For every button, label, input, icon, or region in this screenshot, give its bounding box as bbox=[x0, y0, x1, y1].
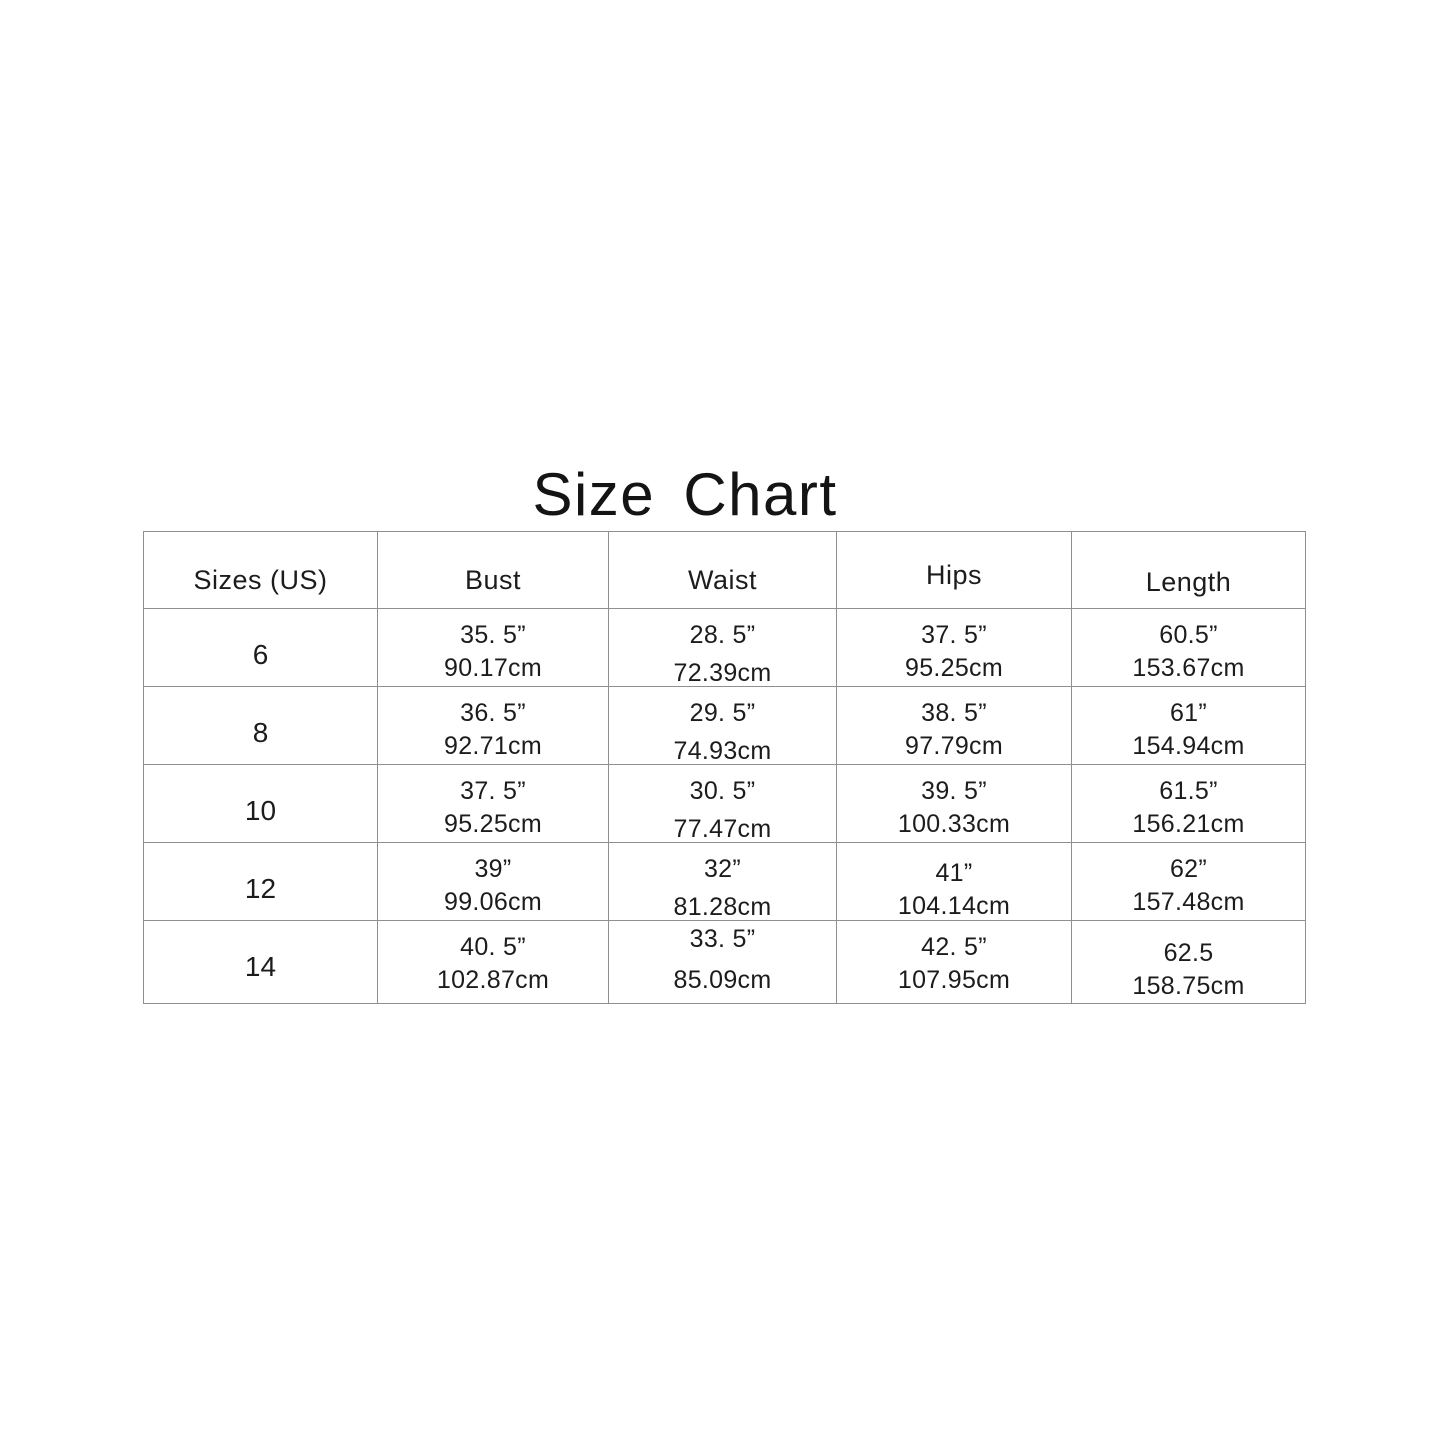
measurement-cm: 100.33cm bbox=[897, 810, 1011, 838]
measurement-cm: 92.71cm bbox=[444, 732, 542, 760]
bust-cell: 39” 99.06cm bbox=[377, 842, 609, 921]
bust-cell: 40. 5” 102.87cm bbox=[377, 920, 609, 1004]
measurement-inches: 40. 5” bbox=[460, 933, 526, 961]
table-row-size-10: 10 37. 5” 95.25cm 30. 5” 77.47cm 39. 5” … bbox=[143, 764, 1306, 843]
measurement-inches: 30. 5” bbox=[689, 777, 756, 805]
measurement-inches: 60.5” bbox=[1159, 621, 1218, 649]
measurement-inches: 32” bbox=[703, 855, 742, 883]
size-label: 10 bbox=[143, 764, 378, 843]
measurement-inches: 37. 5” bbox=[921, 621, 987, 649]
measurement-cm: 99.06cm bbox=[444, 888, 542, 916]
length-cell: 61.5” 156.21cm bbox=[1071, 764, 1306, 843]
length-cell: 62.5 158.75cm bbox=[1071, 920, 1306, 1004]
measurement-inches: 33. 5” bbox=[689, 925, 756, 953]
waist-cell: 29. 5” 74.93cm bbox=[608, 686, 837, 765]
table-row-size-12: 12 39” 99.06cm 32” 81.28cm 41” 104.14cm … bbox=[143, 842, 1306, 921]
hips-cell: 39. 5” 100.33cm bbox=[836, 764, 1072, 843]
column-header-waist: Waist bbox=[608, 531, 837, 609]
measurement-inches: 42. 5” bbox=[921, 933, 987, 961]
bust-cell: 37. 5” 95.25cm bbox=[377, 764, 609, 843]
size-label: 8 bbox=[143, 686, 378, 765]
column-header-sizes: Sizes (US) bbox=[143, 531, 378, 609]
length-cell: 61” 154.94cm bbox=[1071, 686, 1306, 765]
hips-cell: 37. 5” 95.25cm bbox=[836, 608, 1072, 687]
measurement-inches: 37. 5” bbox=[460, 777, 526, 805]
measurement-cm: 154.94cm bbox=[1132, 732, 1245, 760]
measurement-cm: 104.14cm bbox=[897, 892, 1011, 920]
column-header-length: Length bbox=[1071, 531, 1306, 609]
measurement-cm: 95.25cm bbox=[444, 810, 542, 838]
header-row: Sizes (US) Bust Waist Hips Length bbox=[143, 531, 1306, 609]
measurement-inches: 62” bbox=[1169, 855, 1208, 883]
measurement-cm: 77.47cm bbox=[673, 815, 772, 843]
length-cell: 60.5” 153.67cm bbox=[1071, 608, 1306, 687]
measurement-cm: 90.17cm bbox=[444, 654, 542, 682]
page-title: Size Chart bbox=[532, 461, 838, 528]
measurement-inches: 35. 5” bbox=[460, 621, 526, 649]
measurement-inches: 39. 5” bbox=[921, 777, 987, 805]
measurement-cm: 102.87cm bbox=[436, 966, 550, 994]
hips-cell: 41” 104.14cm bbox=[836, 842, 1072, 921]
table-row-size-8: 8 36. 5” 92.71cm 29. 5” 74.93cm 38. 5” 9… bbox=[143, 686, 1306, 765]
bust-cell: 35. 5” 90.17cm bbox=[377, 608, 609, 687]
measurement-cm: 85.09cm bbox=[673, 966, 772, 994]
measurement-inches: 36. 5” bbox=[460, 699, 526, 727]
column-header-hips: Hips bbox=[836, 531, 1072, 609]
measurement-cm: 72.39cm bbox=[673, 659, 772, 687]
size-label: 12 bbox=[143, 842, 378, 921]
size-chart-table: Sizes (US) Bust Waist Hips Length 6 35. … bbox=[143, 531, 1306, 1004]
waist-cell: 33. 5” 85.09cm bbox=[608, 920, 837, 1004]
measurement-cm: 107.95cm bbox=[897, 966, 1011, 994]
table-row-size-14: 14 40. 5” 102.87cm 33. 5” 85.09cm 42. 5”… bbox=[143, 920, 1306, 1004]
measurement-inches: 61” bbox=[1169, 699, 1208, 727]
measurement-inches: 38. 5” bbox=[921, 699, 987, 727]
measurement-inches: 62.5 bbox=[1163, 939, 1214, 967]
measurement-cm: 157.48cm bbox=[1132, 888, 1245, 916]
bust-cell: 36. 5” 92.71cm bbox=[377, 686, 609, 765]
measurement-cm: 158.75cm bbox=[1132, 972, 1245, 1000]
size-label: 14 bbox=[143, 920, 378, 1004]
waist-cell: 30. 5” 77.47cm bbox=[608, 764, 837, 843]
measurement-cm: 81.28cm bbox=[673, 893, 772, 921]
hips-cell: 42. 5” 107.95cm bbox=[836, 920, 1072, 1004]
hips-cell: 38. 5” 97.79cm bbox=[836, 686, 1072, 765]
measurement-inches: 61.5” bbox=[1159, 777, 1218, 805]
measurement-cm: 153.67cm bbox=[1132, 654, 1245, 682]
measurement-inches: 28. 5” bbox=[689, 621, 756, 649]
column-header-bust: Bust bbox=[377, 531, 609, 609]
measurement-cm: 156.21cm bbox=[1132, 810, 1245, 838]
measurement-cm: 95.25cm bbox=[905, 654, 1003, 682]
measurement-inches: 39” bbox=[474, 855, 512, 883]
size-label: 6 bbox=[143, 608, 378, 687]
waist-cell: 32” 81.28cm bbox=[608, 842, 837, 921]
measurement-inches: 29. 5” bbox=[689, 699, 756, 727]
waist-cell: 28. 5” 72.39cm bbox=[608, 608, 837, 687]
table-row-size-6: 6 35. 5” 90.17cm 28. 5” 72.39cm 37. 5” 9… bbox=[143, 608, 1306, 687]
measurement-cm: 97.79cm bbox=[905, 732, 1003, 760]
length-cell: 62” 157.48cm bbox=[1071, 842, 1306, 921]
measurement-cm: 74.93cm bbox=[673, 737, 772, 765]
measurement-inches: 41” bbox=[935, 859, 973, 887]
